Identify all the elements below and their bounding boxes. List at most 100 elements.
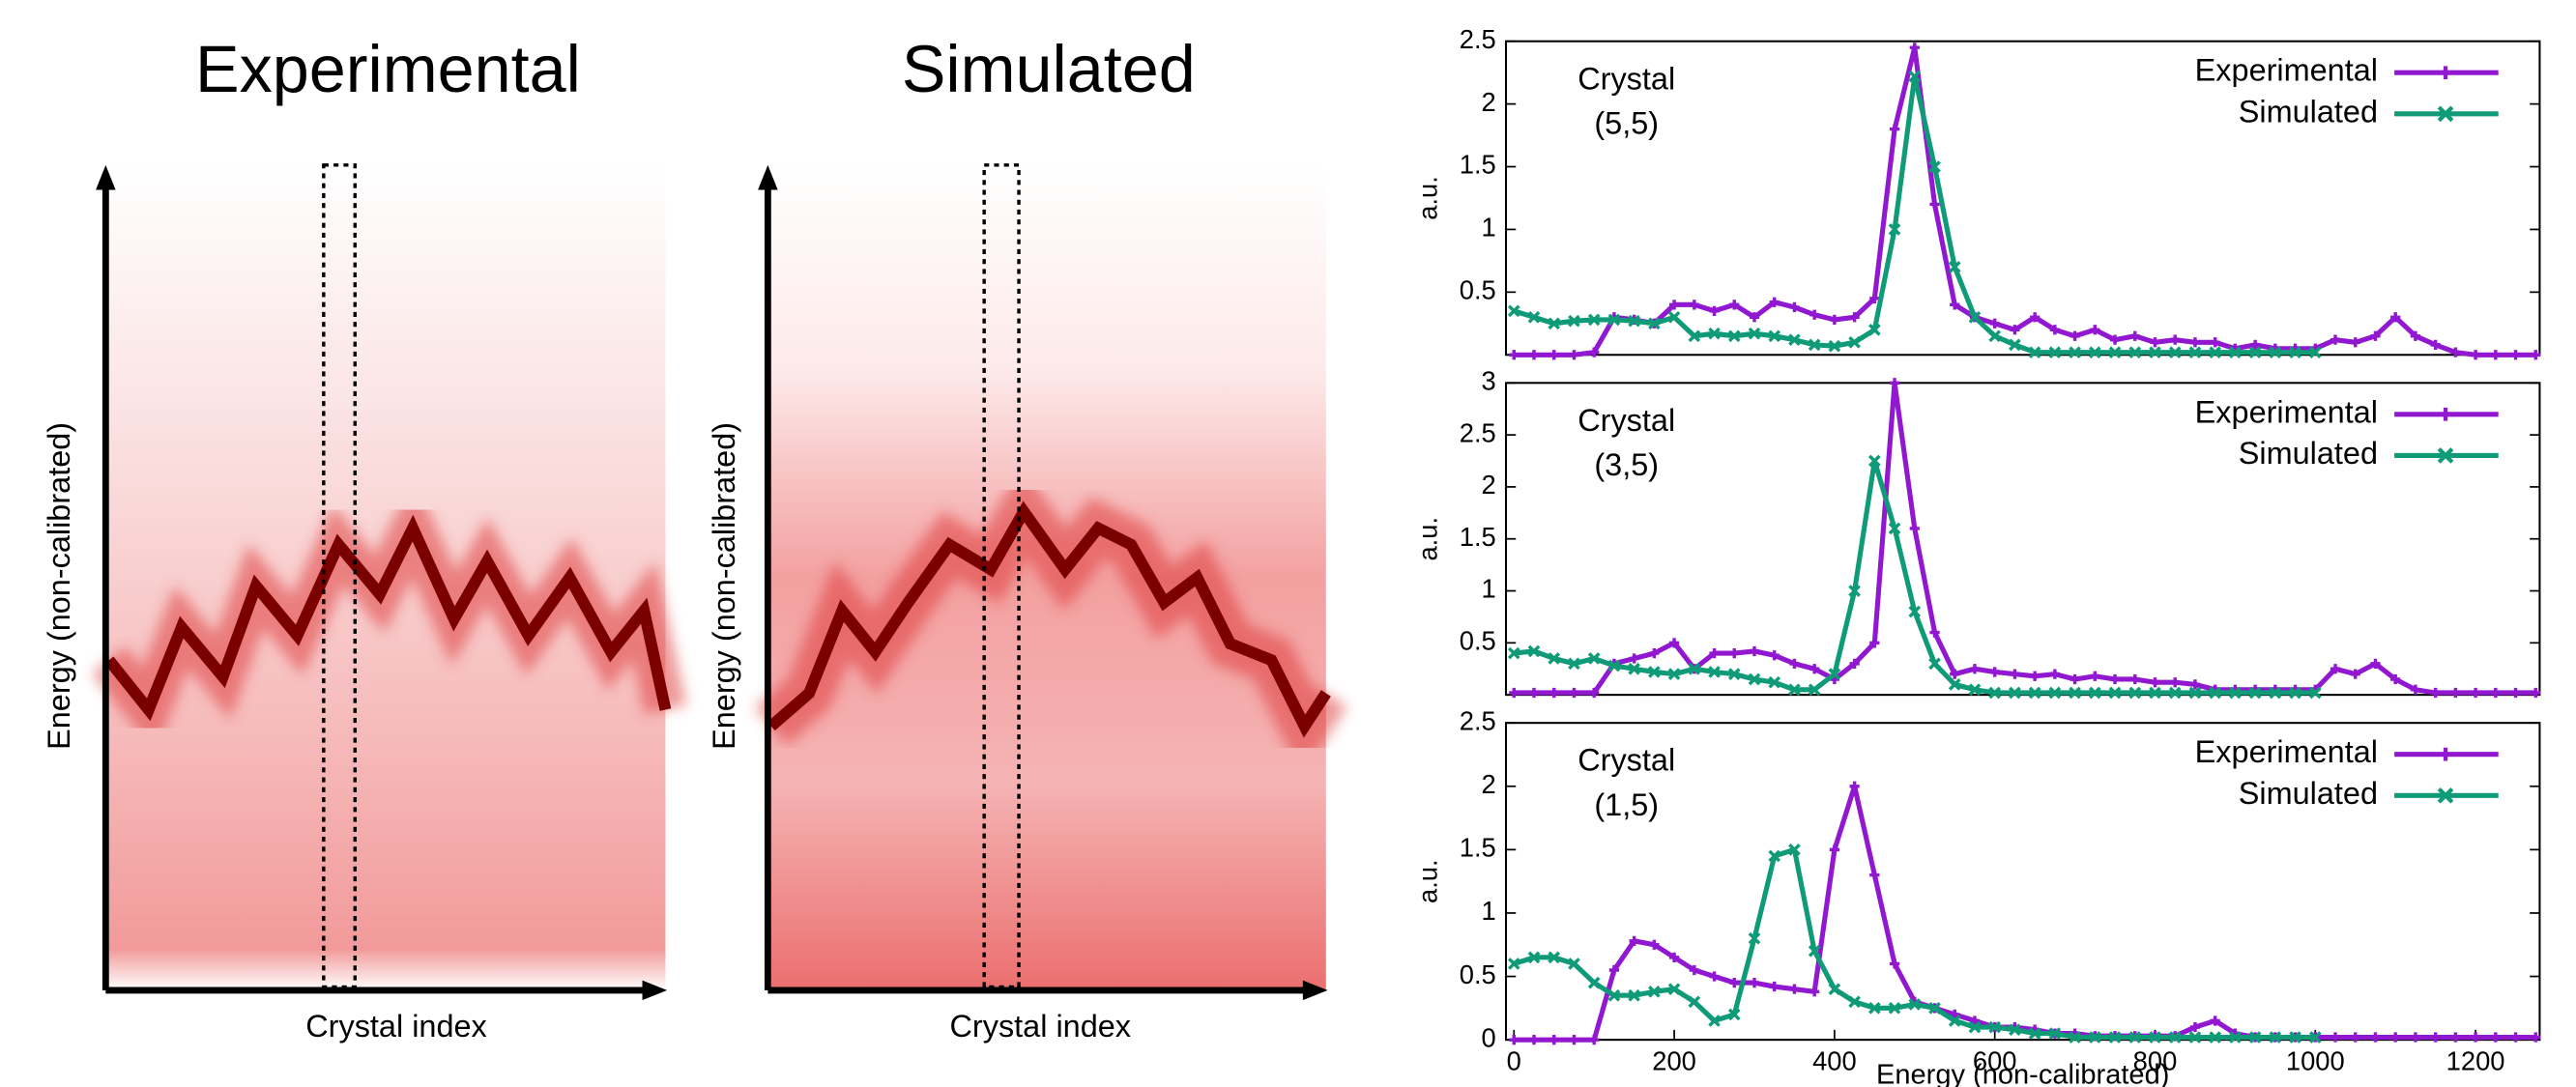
data-point: [2350, 669, 2360, 679]
data-point: [2430, 1032, 2441, 1043]
data-point: [2170, 334, 2181, 345]
x-tick-label: 600: [1973, 1045, 2017, 1075]
data-point: [1969, 1015, 1981, 1026]
legend-label: Experimental: [2195, 734, 2378, 769]
data-point: [1768, 329, 1781, 343]
data-point: [2308, 686, 2322, 700]
y-tick-label: 1.5: [1460, 150, 1496, 180]
data-point: [2010, 325, 2020, 335]
data-point: [1769, 981, 1780, 992]
data-point: [1688, 329, 1701, 343]
data-point: [1988, 686, 2002, 700]
data-point: [1589, 687, 1600, 699]
data-point: [1729, 300, 1740, 310]
y-tick-label: 0.5: [1460, 959, 1496, 989]
data-line: [1514, 784, 2536, 1043]
heatmap-experimental: Experimental Crystal index Energy (non-c…: [42, 33, 687, 1044]
data-point: [1809, 987, 1820, 997]
data-line: [1514, 44, 2536, 358]
data-point: [2149, 1031, 2161, 1044]
data-point: [1950, 1009, 1960, 1020]
data-point: [1628, 662, 1640, 675]
data-point: [1507, 958, 1520, 970]
x-tick-label: 200: [1652, 1045, 1696, 1075]
data-point: [1589, 347, 1600, 358]
arrow-head: [758, 164, 778, 190]
legend-label: Experimental: [2195, 53, 2378, 88]
data-point: [2009, 686, 2021, 700]
data-point: [2069, 346, 2081, 358]
data-point: [1589, 1035, 1600, 1045]
data-point: [2209, 686, 2222, 700]
data-point: [1988, 329, 2002, 343]
data-point: [2009, 1023, 2021, 1036]
data-point: [2048, 686, 2062, 700]
data-point: [1769, 297, 1780, 307]
data-point: [2308, 346, 2322, 358]
data-point: [1808, 338, 1821, 352]
data-point: [2028, 346, 2041, 358]
data-point: [1929, 627, 1940, 638]
y-tick-label: 0.5: [1460, 626, 1496, 656]
data-point: [1548, 350, 1559, 360]
data-point: [1648, 985, 1661, 998]
data-point: [1908, 998, 1922, 1011]
data-point: [2350, 337, 2360, 348]
annotation: (3,5): [1594, 447, 1659, 482]
data-point: [2450, 1032, 2461, 1043]
data-point: [1628, 988, 1640, 1002]
data-point: [2129, 673, 2140, 685]
data-point: [1607, 313, 1621, 327]
data-point: [1688, 662, 1701, 675]
x-tick-label: 400: [1812, 1045, 1857, 1075]
data-point: [1848, 335, 1861, 349]
data-point: [1709, 971, 1720, 982]
data-point: [2450, 687, 2461, 699]
data-point: [2490, 687, 2501, 699]
data-point: [1989, 667, 2000, 677]
data-point: [2188, 686, 2202, 700]
data-point: [2168, 346, 2182, 358]
y-tick-label: 2.5: [1460, 24, 1496, 54]
data-point: [2189, 337, 2201, 348]
data-point: [2010, 669, 2020, 679]
y-axis-label: a.u.: [1413, 176, 1443, 220]
line-chart: 0.5 1 1.5 2 2.5 3 a.u. Crystal (3,5) Experimental…: [1413, 366, 2541, 700]
data-point: [2248, 1031, 2262, 1044]
data-point: [2088, 686, 2101, 700]
data-point: [1950, 669, 1960, 679]
data-point: [1929, 199, 1940, 210]
data-point: [1888, 522, 1901, 535]
data-point: [1649, 939, 1660, 950]
data-point: [1828, 668, 1841, 680]
data-line: [1514, 380, 2536, 696]
data-point: [1667, 668, 1681, 680]
data-point: [1548, 1035, 1559, 1045]
data-point: [2410, 684, 2421, 695]
data-point: [1748, 327, 1761, 340]
data-point: [2009, 338, 2021, 352]
data-point: [2149, 686, 2161, 700]
y-axis-label: a.u.: [1413, 859, 1443, 903]
data-point: [1888, 1002, 1901, 1015]
x-tick-label: 800: [2133, 1045, 2178, 1075]
legend-label: Simulated: [2239, 94, 2378, 129]
data-point: [1509, 1035, 1520, 1045]
data-point: [1848, 995, 1861, 1009]
arrow-head: [1302, 980, 1328, 1001]
data-point: [2128, 346, 2142, 358]
data-point: [2370, 330, 2381, 341]
data-point: [1849, 658, 1860, 669]
heatmap-simulated: Simulated Crystal index Energy (non-cali…: [707, 33, 1347, 1044]
data-point: [1829, 314, 1840, 326]
data-point: [1950, 300, 1960, 310]
data-point: [2069, 686, 2081, 700]
y-tick-label: 2.5: [1460, 705, 1496, 735]
data-point: [1788, 683, 1801, 697]
data-point: [1829, 844, 1840, 855]
data-point: [1768, 849, 1781, 863]
data-point: [1749, 977, 1760, 988]
arrow-head: [642, 980, 668, 1001]
data-point: [1587, 313, 1601, 327]
data-point: [1948, 678, 1961, 691]
